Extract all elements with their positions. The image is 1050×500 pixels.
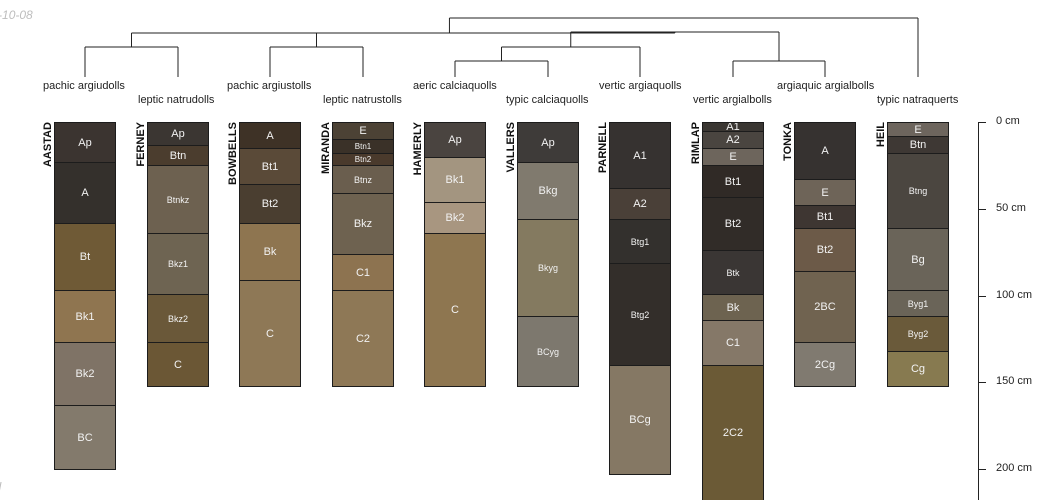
horizon-bt1: Bt1 [239,148,301,185]
depth-tick-label: 200 cm [996,462,1033,474]
horizon-bt2: Bt2 [794,228,856,272]
horizon-btnz: Btnz [332,165,394,194]
horizon-c: C [424,233,486,387]
depth-tick-label: 50 cm [996,201,1026,214]
horizon-bk1: Bk1 [54,290,116,343]
depth-tick [978,122,986,123]
profile-name-ferney: FERNEY [135,122,147,167]
horizon-bk2: Bk2 [54,342,116,406]
horizon-bt: Bt [54,223,116,291]
depth-tick-label: 0 cm [996,115,1020,127]
horizon-ap: Ap [517,122,579,163]
horizon-cg: Cg [887,351,949,387]
horizon-btg1: Btg1 [609,219,671,264]
horizon-bt1: Bt1 [794,205,856,229]
taxon-label-bowbells: pachic argiustolls [227,80,312,92]
horizon-bc: BC [54,405,116,470]
horizon-bt2: Bt2 [239,184,301,224]
horizon-btnkz: Btnkz [147,165,209,234]
horizon-2c2: 2C2 [702,365,764,500]
depth-tick [978,469,986,470]
date-label: 025-10-08 [0,8,33,22]
horizon-a: A [54,162,116,224]
profile-name-bowbells: BOWBELLS [227,122,239,185]
corner-label: ll [0,480,1,494]
taxon-label-parnell: vertic argiaquolls [599,80,682,92]
taxon-label-vallers: typic calciaquolls [506,94,589,106]
horizon-2bc: 2BC [794,271,856,343]
horizon-ap: Ap [147,122,209,146]
horizon-c: C [147,342,209,387]
horizon-a: A [794,122,856,180]
profile-name-heil: HEIL [875,122,887,148]
horizon-byg1: Byg1 [887,290,949,317]
taxon-label-heil: typic natraquerts [877,94,959,106]
horizon-bkg: Bkg [517,162,579,220]
depth-tick [978,295,986,297]
horizon-bcg: BCg [609,365,671,475]
horizon-e: E [702,148,764,166]
horizon-bkyg: Bkyg [517,219,579,317]
horizon-e: E [794,179,856,206]
horizon-e: E [887,122,949,137]
horizon-btn: Btn [887,136,949,154]
taxon-label-tonka: argiaquic argialbolls [777,80,875,92]
horizon-btk: Btk [702,250,764,295]
depth-axis-line [978,122,979,500]
horizon-bg: Bg [887,228,949,291]
horizon-ap: Ap [424,122,486,158]
horizon-btn: Btn [147,145,209,166]
depth-tick-label: 150 cm [996,375,1033,388]
horizon-2cg: 2Cg [794,342,856,387]
horizon-btng: Btng [887,153,949,229]
profile-name-rimlap: RIMLAP [690,122,702,165]
horizon-btg2: Btg2 [609,263,671,366]
profile-name-tonka: TONKA [782,122,794,161]
horizon-a: A [239,122,301,149]
profile-name-miranda: MIRANDA [320,122,332,174]
profile-name-vallers: VALLERS [505,122,517,173]
depth-tick [978,208,986,210]
horizon-c1: C1 [702,320,764,366]
horizon-bkz1: Bkz1 [147,233,209,295]
horizon-bkz: Bkz [332,193,394,255]
horizon-a2: A2 [702,131,764,149]
taxon-label-hamerly: aeric calciaquolls [413,80,497,92]
horizon-bt2: Bt2 [702,197,764,251]
horizon-bk: Bk [239,223,301,281]
horizon-byg2: Byg2 [887,316,949,352]
horizon-ap: Ap [54,122,116,163]
horizon-e: E [332,122,394,140]
depth-axis: 0 cm 50 cm 100 cm 150 cm 200 cm [978,0,1050,500]
horizon-c1: C1 [332,254,394,291]
taxon-label-miranda: leptic natrustolls [323,94,402,106]
horizon-bcyg: BCyg [517,316,579,387]
profile-name-parnell: PARNELL [597,122,609,174]
horizon-a1: A1 [609,122,671,189]
horizon-bkz2: Bkz2 [147,294,209,343]
taxon-label-aastad: pachic argiudolls [43,80,125,92]
depth-tick-label: 100 cm [996,288,1033,301]
horizon-btn1: Btn1 [332,139,394,154]
taxon-label-ferney: leptic natrudolls [138,94,215,106]
horizon-bk1: Bk1 [424,157,486,203]
horizon-bk: Bk [702,294,764,321]
horizon-bk2: Bk2 [424,202,486,234]
depth-tick [978,382,986,384]
profile-name-hamerly: HAMERLY [412,122,424,176]
profile-name-aastad: AASTAD [42,122,54,168]
horizon-c2: C2 [332,290,394,387]
horizon-a2: A2 [609,188,671,220]
horizon-c: C [239,280,301,387]
horizon-bt1: Bt1 [702,165,764,198]
taxon-label-rimlap: vertic argialbolls [693,94,772,106]
